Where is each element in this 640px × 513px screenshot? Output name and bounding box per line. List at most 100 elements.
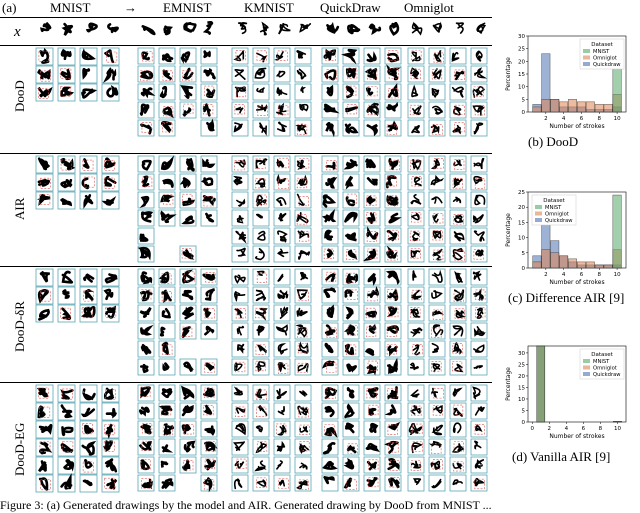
stroke-drawing [274,51,284,61]
drawing-cell [252,101,270,119]
drawing-cell [79,83,98,102]
stroke-drawing [296,49,307,59]
x-tick-label: 6 [580,116,584,122]
attention-box [326,159,337,171]
legend-label: Quickdraw [593,372,621,378]
drawing-cell [273,420,291,438]
attention-box [82,461,94,473]
stroke-drawing [345,67,357,79]
attention-box [276,423,287,434]
drawing-cell [137,474,155,492]
stroke-drawing [276,388,287,400]
attention-box [389,460,400,471]
stroke-drawing [367,272,377,287]
drawing-cell [449,358,467,376]
drawing-cell [407,420,425,438]
stroke-drawing [452,196,462,204]
attention-box [454,69,465,80]
drawing-cell [35,438,54,457]
stroke-drawing [141,51,150,61]
stroke-drawing [325,176,338,189]
stroke-drawing [387,386,399,400]
attention-box [255,344,266,355]
stroke-drawing [326,248,334,259]
attention-box [454,159,465,170]
stroke-drawing [256,479,267,487]
bar-omniglot [550,252,560,269]
stroke-drawing [161,478,174,490]
attention-box [365,326,377,337]
stroke-drawing [409,362,419,371]
drawing-cell [273,101,291,119]
drawing-cell [200,173,218,191]
y-tick-label: 25 [518,190,525,196]
attention-box [297,343,309,354]
stroke-drawing [84,289,94,301]
drawing-cell [428,340,446,358]
stroke-drawing [141,175,150,188]
drawing-cell [35,474,54,493]
stroke-drawing [63,459,75,472]
stroke-drawing [387,83,399,98]
attention-box [431,327,442,338]
stroke-drawing [296,289,308,301]
drawing-cell [470,173,488,191]
stroke-drawing [455,309,466,319]
attention-box [386,176,397,187]
drawing-cell [342,358,360,376]
drawing-cell [321,191,339,209]
header-emnist: EMNIST [163,0,212,15]
attention-box [182,70,193,81]
stroke-drawing [325,121,335,138]
drawing-cell [231,191,249,209]
drawing-cell [179,173,197,191]
stroke-drawing [140,324,154,336]
drawing-cell [363,384,381,402]
drawing-cell [294,304,312,322]
attention-box [182,193,193,205]
bar-omniglot [559,101,569,113]
drawing-cell [35,456,54,475]
legend-swatch [583,49,590,53]
stroke-drawing [140,123,153,135]
attention-box [368,404,379,416]
attention-box [387,289,398,300]
stroke-drawing [452,422,462,434]
stroke-drawing [37,68,51,80]
drawing-cell [158,438,176,456]
stroke-drawing [36,194,51,207]
attention-box [277,50,288,61]
attention-box [162,70,173,81]
legend-swatch [583,55,590,60]
attention-box [454,308,465,319]
stroke-drawing [473,365,483,369]
stroke-drawing [181,326,191,338]
attention-box [160,405,172,416]
attention-box [454,104,465,116]
separator-1 [0,153,492,154]
bar-omniglot [577,101,586,113]
drawing-cell [158,47,176,65]
attention-box [141,122,152,133]
drawing-cell [428,173,446,191]
attention-box [278,104,289,116]
attention-box [433,158,444,169]
drawing-cell [363,420,381,438]
drawing-cell [231,438,249,456]
stroke-drawing [386,101,399,112]
attention-box [411,212,422,223]
stroke-drawing [160,210,177,224]
stroke-drawing [275,158,285,168]
drawing-cell [200,456,218,474]
drawing-cell [35,191,54,210]
legend-title: Dataset [543,198,565,204]
stroke-drawing [60,404,73,419]
drawing-cell [101,65,120,84]
drawing-cell [252,420,270,438]
attention-box [326,327,337,338]
stroke-drawing [277,343,288,355]
drawing-cell [200,304,218,322]
stroke-drawing [182,67,194,80]
stroke-drawing [234,290,246,302]
stroke-drawing [364,158,376,169]
